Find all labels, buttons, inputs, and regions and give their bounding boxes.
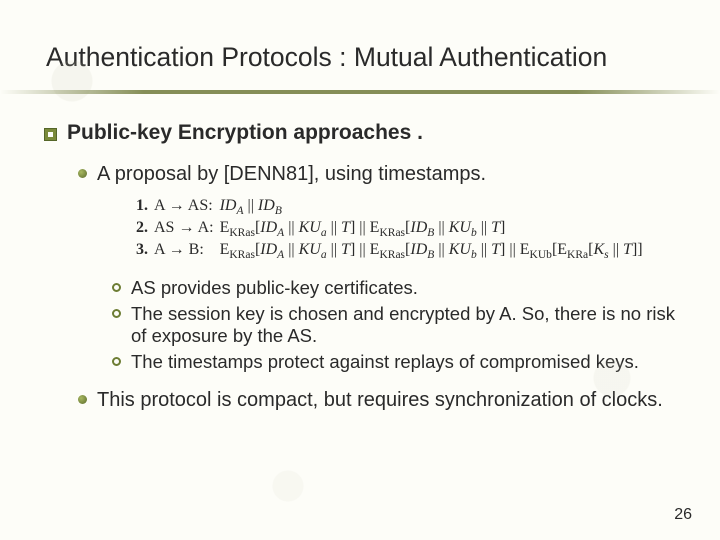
sub-bullet-text: The timestamps protect against replays o…	[131, 351, 639, 373]
title-underline	[0, 90, 720, 94]
slide-title: Authentication Protocols : Mutual Authen…	[0, 0, 720, 73]
protocol-step-row: 2.AS → A:EKRas[IDA || KUa || T] || EKRas…	[136, 218, 649, 240]
level2-item: This protocol is compact, but requires s…	[78, 389, 676, 412]
step-number: 1.	[136, 196, 154, 218]
step-actors: AS → A:	[154, 218, 220, 240]
bullet-ring-icon	[112, 283, 121, 292]
bullet-dot-icon	[78, 169, 87, 178]
step-actors: A → B:	[154, 240, 220, 262]
step-number: 2.	[136, 218, 154, 240]
section-heading: Public-key Encryption approaches .	[67, 121, 423, 145]
step-message: EKRas[IDA || KUa || T] || EKRas[IDB || K…	[220, 218, 649, 240]
protocol-step-row: 1.A → AS:IDA || IDB	[136, 196, 649, 218]
sub-bullet-text: The session key is chosen and encrypted …	[131, 303, 676, 347]
protocol-steps: 1.A → AS:IDA || IDB2.AS → A:EKRas[IDA ||…	[136, 196, 676, 263]
step-actors: A → AS:	[154, 196, 220, 218]
step-message: EKRas[IDA || KUa || T] || EKRas[IDB || K…	[220, 240, 649, 262]
sub-bullet-text: AS provides public-key certificates.	[131, 277, 418, 299]
step-message: IDA || IDB	[220, 196, 649, 218]
bullet-ring-icon	[112, 309, 121, 318]
protocol-step-row: 3.A → B:EKRas[IDA || KUa || T] || EKRas[…	[136, 240, 649, 262]
page-number: 26	[674, 506, 692, 524]
closing-remark: This protocol is compact, but requires s…	[97, 389, 663, 412]
level1-item: Public-key Encryption approaches .	[44, 121, 676, 145]
step-number: 3.	[136, 240, 154, 262]
level2-item: A proposal by [DENN81], using timestamps…	[78, 163, 676, 186]
bullet-square-hole-icon	[44, 128, 57, 141]
level3-item: The timestamps protect against replays o…	[112, 351, 676, 373]
bullet-ring-icon	[112, 357, 121, 366]
level3-item: AS provides public-key certificates.	[112, 277, 676, 299]
bullet-dot-icon	[78, 395, 87, 404]
slide-content: Public-key Encryption approaches . A pro…	[0, 73, 720, 412]
proposal-intro: A proposal by [DENN81], using timestamps…	[97, 163, 486, 186]
level3-item: The session key is chosen and encrypted …	[112, 303, 676, 347]
